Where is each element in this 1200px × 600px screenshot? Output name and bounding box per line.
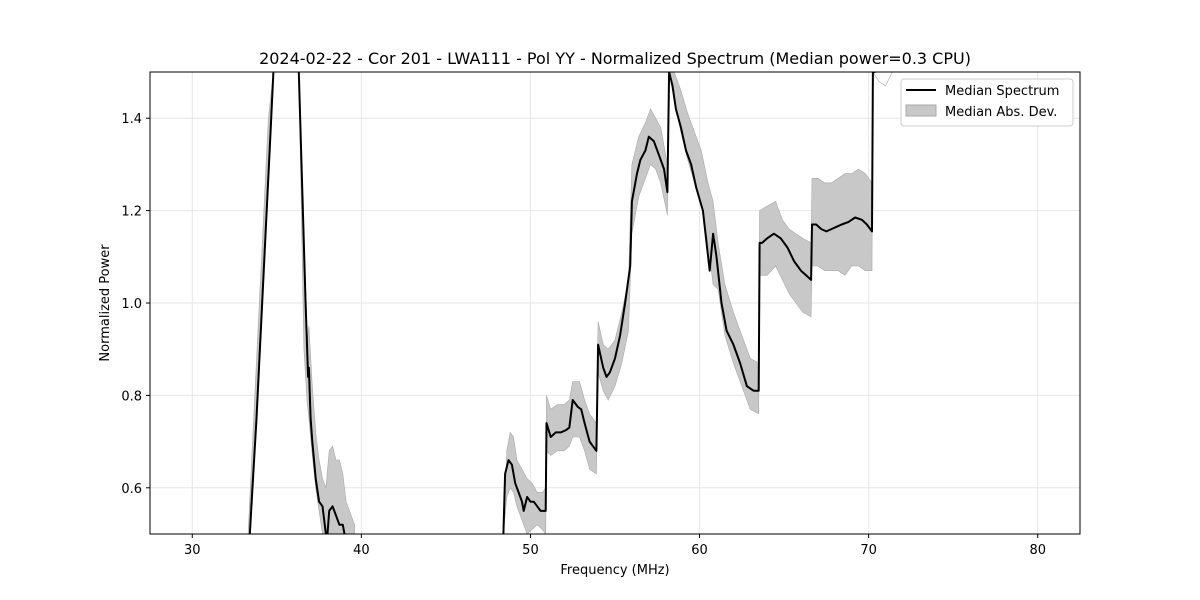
y-tick-label: 1.2 xyxy=(121,205,142,220)
x-tick-label: 60 xyxy=(691,543,708,558)
x-axis-label: Frequency (MHz) xyxy=(560,563,669,578)
legend-band-swatch xyxy=(905,104,937,117)
legend-label-mad: Median Abs. Dev. xyxy=(945,105,1057,120)
x-axis: 30 40 50 60 70 80 xyxy=(184,534,1046,558)
median-spectrum-line xyxy=(297,72,346,534)
y-tick-label: 0.6 xyxy=(121,482,142,497)
mad-band-segment xyxy=(298,72,355,534)
y-axis: 0.6 0.8 1.0 1.2 1.4 xyxy=(121,112,150,497)
legend-box xyxy=(900,78,1074,127)
y-tick-label: 0.8 xyxy=(121,389,142,404)
y-tick-label: 1.4 xyxy=(121,112,142,127)
x-tick-label: 30 xyxy=(184,543,201,558)
y-tick-label: 1.0 xyxy=(121,297,142,312)
x-tick-label: 70 xyxy=(860,543,877,558)
median-line-group xyxy=(248,72,876,534)
mad-band-segment xyxy=(503,72,893,534)
legend-label-median: Median Spectrum xyxy=(945,84,1059,99)
x-tick-label: 80 xyxy=(1029,543,1046,558)
y-axis-label: Normalized Power xyxy=(98,244,113,362)
legend: Median Spectrum Median Abs. Dev. xyxy=(900,78,1074,127)
chart-title: 2024-02-22 - Cor 201 - LWA111 - Pol YY -… xyxy=(259,49,971,68)
x-tick-label: 50 xyxy=(522,543,539,558)
x-tick-label: 40 xyxy=(353,543,370,558)
median-spectrum-line xyxy=(248,72,275,534)
median-spectrum-line xyxy=(502,72,876,534)
